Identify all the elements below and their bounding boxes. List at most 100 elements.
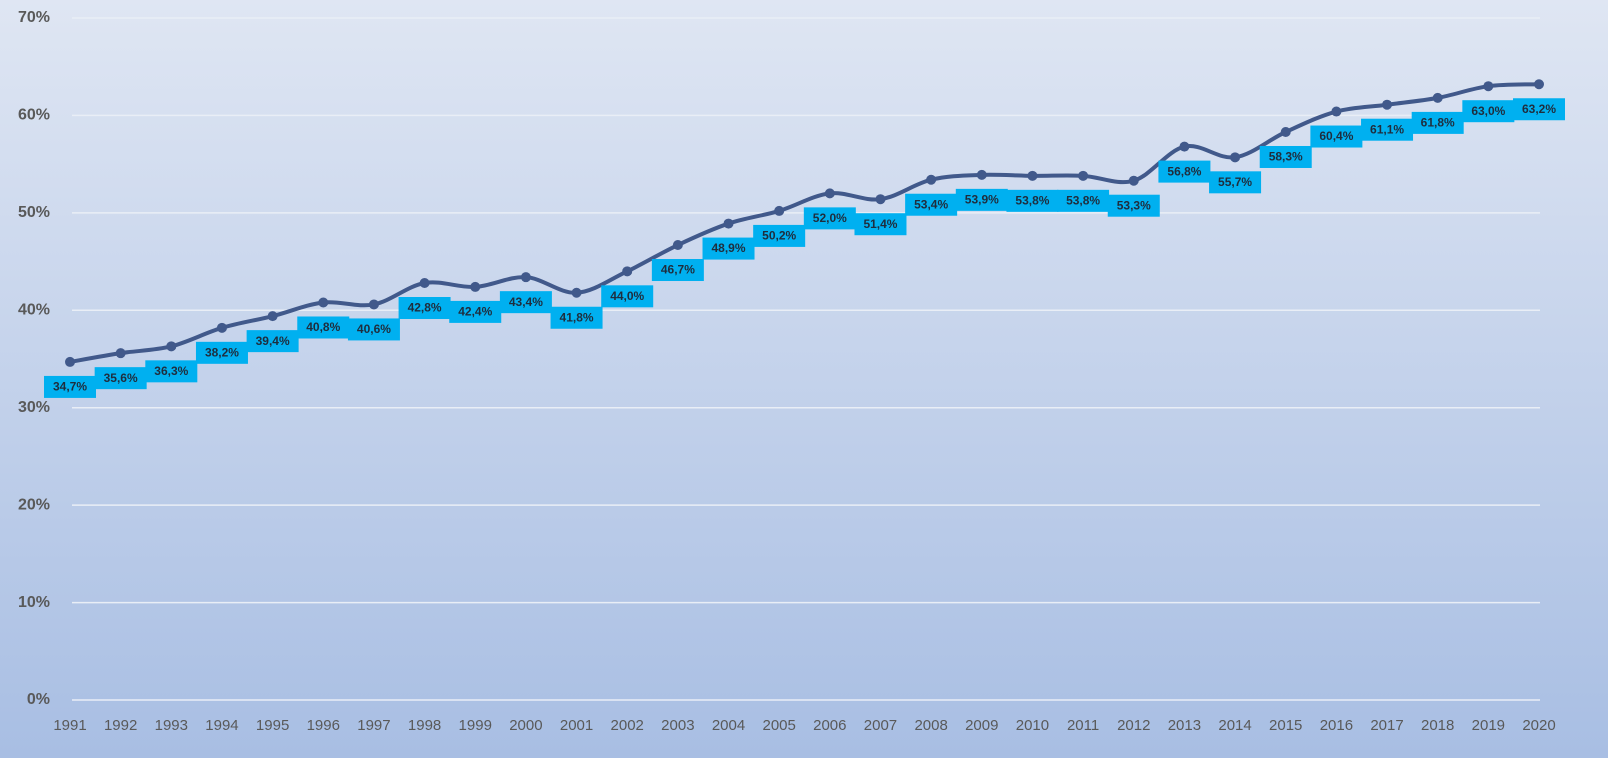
- value-label: 61,1%: [1370, 122, 1404, 136]
- x-tick-label: 2006: [813, 717, 846, 734]
- value-label-box: [651, 259, 704, 282]
- x-tick-label: 2008: [914, 717, 947, 734]
- point: [723, 218, 734, 229]
- value-label: 34,7%: [53, 380, 87, 394]
- point: [1230, 152, 1241, 163]
- x-tick-label: 2004: [712, 717, 745, 734]
- value-label-box: [550, 306, 603, 329]
- value-label-box: [1259, 145, 1312, 168]
- point: [875, 194, 886, 205]
- value-label: 43,4%: [509, 295, 543, 309]
- point: [1078, 170, 1089, 181]
- x-tick-label: 2015: [1269, 717, 1302, 734]
- x-tick-label: 2003: [661, 717, 694, 734]
- value-label: 48,9%: [712, 241, 746, 255]
- value-label-box: [246, 330, 299, 353]
- x-tick-label: 2010: [1016, 717, 1049, 734]
- value-label-box: [1006, 189, 1059, 212]
- x-tick-label: 2009: [965, 717, 998, 734]
- value-label-box: [44, 375, 96, 398]
- value-label-box: [1057, 189, 1110, 212]
- value-label-box: [1158, 160, 1211, 183]
- y-tick-label: 10%: [18, 594, 50, 611]
- value-label-box: [499, 291, 552, 314]
- x-tick-label: 2005: [762, 717, 795, 734]
- value-label: 42,8%: [408, 301, 442, 315]
- point: [1432, 92, 1443, 103]
- value-label-box: [398, 297, 451, 320]
- value-label: 36,3%: [154, 364, 188, 378]
- value-label-box: [347, 318, 400, 341]
- value-label: 46,7%: [661, 263, 695, 277]
- x-tick-label: 1991: [53, 717, 86, 734]
- value-label: 53,8%: [1015, 194, 1049, 208]
- y-tick-label: 40%: [18, 302, 50, 319]
- point: [1027, 170, 1038, 181]
- value-label: 60,4%: [1319, 129, 1353, 143]
- value-label-box: [297, 316, 350, 339]
- point: [824, 188, 835, 199]
- x-tick-label: 1993: [155, 717, 188, 734]
- value-label-box: [753, 224, 806, 247]
- x-tick-label: 2001: [560, 717, 593, 734]
- value-label-box: [94, 367, 147, 390]
- y-tick-label: 0%: [27, 691, 50, 708]
- value-label-box: [803, 207, 856, 230]
- point: [1382, 99, 1393, 110]
- x-tick-label: 2020: [1522, 717, 1555, 734]
- value-label: 63,0%: [1471, 104, 1505, 118]
- value-label: 51,4%: [863, 217, 897, 231]
- value-label-box: [1513, 98, 1565, 121]
- value-label-box: [195, 341, 248, 364]
- value-label: 42,4%: [458, 305, 492, 319]
- point: [267, 311, 278, 322]
- value-label: 50,2%: [762, 229, 796, 243]
- x-tick-label: 2002: [611, 717, 644, 734]
- value-label: 63,2%: [1522, 102, 1556, 116]
- point: [216, 322, 227, 333]
- value-label: 38,2%: [205, 345, 239, 359]
- x-tick-label: 1997: [357, 717, 390, 734]
- point: [976, 169, 987, 180]
- point: [926, 174, 937, 185]
- point: [368, 299, 379, 310]
- point: [622, 266, 633, 277]
- value-label-box: [854, 213, 907, 236]
- value-label: 35,6%: [104, 371, 138, 385]
- value-label: 40,6%: [357, 322, 391, 336]
- x-tick-label: 1998: [408, 717, 441, 734]
- value-label-box: [1462, 100, 1515, 123]
- x-tick-label: 1999: [459, 717, 492, 734]
- x-tick-label: 2018: [1421, 717, 1454, 734]
- value-label-box: [1209, 171, 1262, 194]
- x-tick-label: 1994: [205, 717, 238, 734]
- value-label: 53,4%: [914, 197, 948, 211]
- value-label-box: [449, 300, 502, 323]
- value-label: 55,7%: [1218, 175, 1252, 189]
- y-tick-label: 50%: [18, 204, 50, 221]
- value-label: 40,8%: [306, 320, 340, 334]
- value-label: 53,8%: [1066, 194, 1100, 208]
- y-tick-label: 70%: [18, 9, 50, 26]
- x-tick-label: 2000: [509, 717, 542, 734]
- point: [1280, 126, 1291, 137]
- x-tick-label: 2014: [1218, 717, 1251, 734]
- x-tick-label: 2013: [1168, 717, 1201, 734]
- value-label: 56,8%: [1167, 164, 1201, 178]
- x-tick-label: 1992: [104, 717, 137, 734]
- value-label: 53,9%: [965, 193, 999, 207]
- y-tick-label: 20%: [18, 496, 50, 513]
- value-label-box: [1411, 111, 1464, 134]
- point: [774, 205, 785, 216]
- point: [672, 240, 683, 251]
- point: [1331, 106, 1342, 117]
- y-tick-label: 60%: [18, 107, 50, 124]
- point: [1179, 141, 1190, 152]
- value-label-box: [1107, 194, 1160, 217]
- point: [65, 356, 75, 367]
- x-tick-label: 1996: [307, 717, 340, 734]
- x-tick-label: 2016: [1320, 717, 1353, 734]
